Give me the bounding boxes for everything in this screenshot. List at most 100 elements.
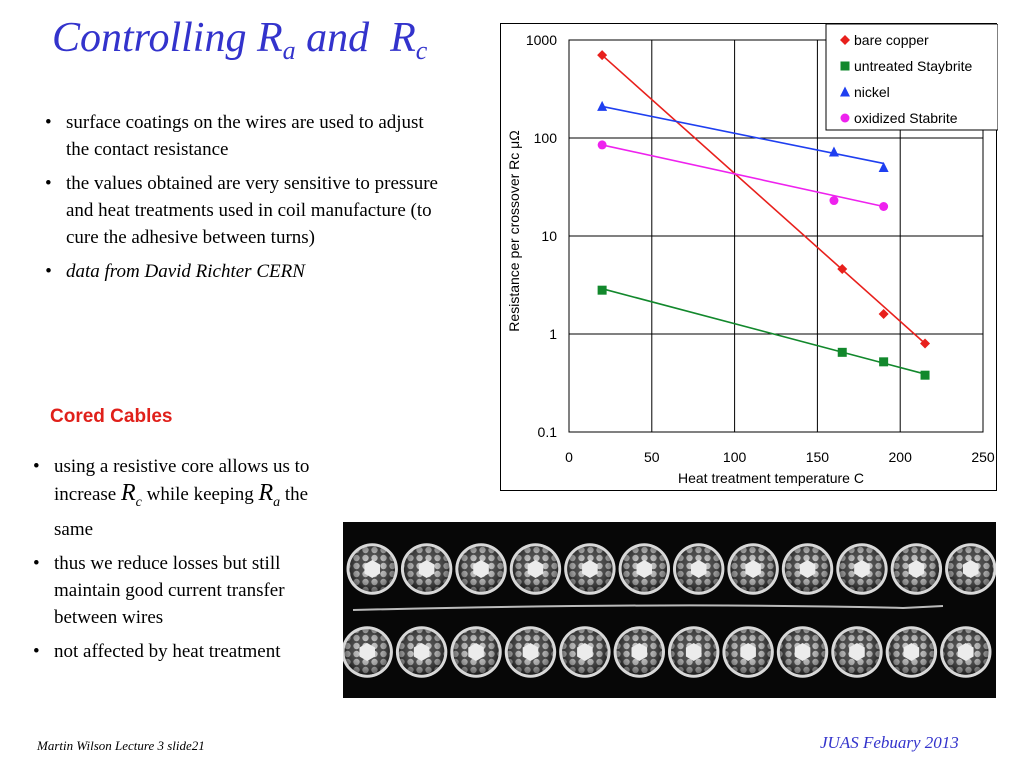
y-axis-label: Resistance per crossover Rc μΩ <box>506 130 522 331</box>
legend-label: oxidized Stabrite <box>854 110 958 126</box>
x-tick-label: 100 <box>723 449 747 465</box>
rc-letter: R <box>120 480 136 506</box>
legend-marker <box>840 35 850 45</box>
y-tick-label: 0.1 <box>538 424 558 440</box>
cored-cable-cross-section-photo <box>343 543 996 678</box>
bullet-data-source: data from David Richter CERN <box>45 258 445 285</box>
footer-author: Martin Wilson Lecture 3 slide21 <box>37 738 205 753</box>
y-tick-label: 100 <box>534 130 558 146</box>
cable-strand <box>509 543 562 595</box>
legend-label: untreated Staybrite <box>854 58 973 74</box>
strand-core <box>527 560 544 578</box>
cable-strand <box>450 626 502 678</box>
point-oxidized-stabrite <box>829 196 839 206</box>
x-tick-label: 150 <box>806 449 830 465</box>
strand-core <box>413 643 430 661</box>
x-tick-label: 200 <box>889 449 913 465</box>
title-main: Controlling R <box>52 15 283 61</box>
point-nickel <box>828 146 839 157</box>
strand-core <box>690 560 707 578</box>
cable-strand <box>564 543 616 595</box>
point-nickel <box>878 162 889 173</box>
title-and: and <box>306 15 370 61</box>
legend-label: bare copper <box>854 32 929 48</box>
strand-core <box>745 560 761 578</box>
point-untreated-staybrite <box>920 370 930 380</box>
strand-core <box>473 560 489 578</box>
slide-title: Controlling Ra and Rc <box>52 15 428 65</box>
legend-label: nickel <box>854 84 890 100</box>
legend-marker <box>840 113 850 123</box>
cable-strand <box>559 626 611 678</box>
bottom-bullet-list: using a resistive core allows us to incr… <box>33 453 333 672</box>
strand-core <box>359 643 376 661</box>
strand-core <box>794 643 811 661</box>
strand-core <box>631 643 648 661</box>
cable-strand <box>776 626 829 678</box>
cable-strand <box>395 626 448 678</box>
chart-svg: 0 50 100 150 200 250 0.1 1 10 100 1000 Heat treatme… <box>506 24 998 486</box>
cable-strand <box>504 626 557 678</box>
bullet-surface-coatings: surface coatings on the wires are used t… <box>45 109 445 163</box>
point-nickel <box>597 100 608 111</box>
ra-symbol: Ra <box>258 480 280 510</box>
y-tick-label: 1000 <box>526 32 557 48</box>
cable-strand <box>455 543 507 595</box>
strand-core <box>577 643 593 661</box>
x-tick-label: 50 <box>644 449 660 465</box>
cable-strand <box>400 543 453 595</box>
point-bare-copper <box>597 50 608 61</box>
bullet-sensitive-values: the values obtained are very sensitive t… <box>45 170 445 251</box>
top-bullet-list: surface coatings on the wires are used t… <box>45 109 445 292</box>
strand-core <box>962 560 979 578</box>
trendline-untreated-staybrite <box>601 287 926 375</box>
point-oxidized-stabrite <box>597 140 607 150</box>
cable-strand <box>781 543 834 595</box>
cable-strand <box>613 626 665 678</box>
strand-core <box>468 643 484 661</box>
cable-strand <box>945 543 996 595</box>
cable-strand <box>346 543 398 595</box>
strand-core <box>799 560 816 578</box>
strand-core <box>908 560 925 578</box>
rc-symbol: Rc <box>120 480 142 510</box>
footer-event: JUAS Febuary 2013 <box>820 733 959 752</box>
plot-area <box>568 39 984 433</box>
point-bare-copper <box>878 308 889 319</box>
strand-core <box>854 560 870 578</box>
cable-strand <box>940 626 992 678</box>
point-oxidized-stabrite <box>879 201 889 211</box>
cable-strand <box>831 626 883 678</box>
b1-pre: using a resistive core allows us to incr… <box>54 456 310 505</box>
y-tick-label: 1 <box>549 326 557 342</box>
x-tick-label: 0 <box>565 449 573 465</box>
cored-cables-heading: Cored Cables <box>50 406 173 427</box>
ra-letter: R <box>258 480 274 506</box>
cable-strand <box>343 626 393 678</box>
strand-core <box>740 643 756 661</box>
legend-box <box>825 24 998 131</box>
strand-core <box>522 643 539 661</box>
cable-strand <box>836 543 888 595</box>
legend-marker <box>840 86 850 97</box>
rc-sub: c <box>135 494 142 510</box>
point-bare-copper <box>920 338 931 349</box>
point-untreated-staybrite <box>597 285 607 295</box>
x-axis-label: Heat treatment temperature C <box>678 470 864 486</box>
x-tick-label: 250 <box>971 449 995 465</box>
b1-mid: while keeping <box>146 484 254 505</box>
trendline-oxidized-stabrite <box>601 144 884 208</box>
point-untreated-staybrite <box>879 357 889 367</box>
cable-strand <box>885 626 938 678</box>
resistive-core-strip <box>352 604 944 611</box>
b1-post: the same <box>54 484 309 540</box>
strand-core <box>582 560 598 578</box>
strand-core <box>849 643 865 661</box>
cable-strand <box>722 626 774 678</box>
trendline-bare-copper <box>601 54 926 345</box>
cable-strand <box>890 543 943 595</box>
strand-core <box>903 643 920 661</box>
point-untreated-staybrite <box>837 347 847 357</box>
title-sub-c: c <box>415 36 428 65</box>
bullet-reduce-losses: thus we reduce losses but still maintain… <box>33 550 333 631</box>
